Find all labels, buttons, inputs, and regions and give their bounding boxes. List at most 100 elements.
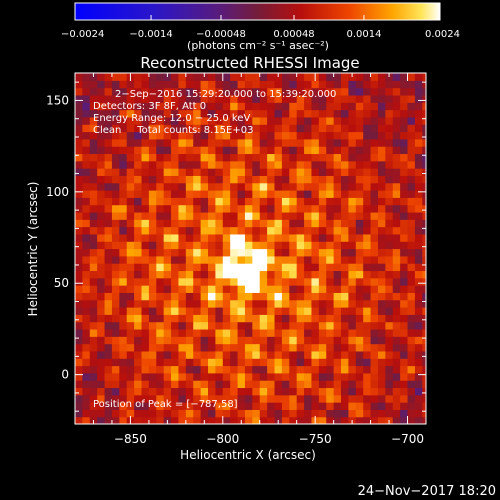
heatmap-cell: [289, 241, 298, 250]
heatmap-cell: [355, 73, 364, 81]
heatmap-cell: [178, 219, 187, 228]
heatmap-cell: [274, 402, 283, 410]
heatmap-cell: [163, 248, 172, 257]
heatmap-cell: [414, 255, 423, 264]
heatmap-cell: [296, 285, 305, 293]
heatmap-cell: [134, 138, 143, 147]
heatmap-cell: [296, 321, 305, 330]
heatmap-cell: [119, 350, 128, 359]
heatmap-cell: [200, 372, 209, 381]
heatmap-cell: [237, 402, 246, 410]
heatmap-cell: [89, 138, 98, 147]
heatmap-cell: [304, 387, 313, 396]
heatmap-cell: [363, 204, 372, 213]
heatmap-cell: [281, 226, 290, 235]
heatmap-cell: [370, 350, 379, 359]
heatmap-cell: [333, 73, 342, 81]
heatmap-cell: [400, 285, 409, 293]
heatmap-cell: [111, 226, 120, 235]
heatmap-cell: [215, 87, 224, 96]
heatmap-cell: [200, 387, 209, 396]
heatmap-cell: [141, 124, 150, 133]
heatmap-cell: [97, 277, 106, 286]
heatmap-cell: [281, 131, 290, 140]
heatmap-cell: [215, 380, 224, 389]
heatmap-cell: [134, 219, 143, 228]
heatmap-cell: [304, 190, 313, 198]
heatmap-cell: [341, 277, 350, 286]
heatmap-cell: [126, 336, 135, 345]
heatmap-cell: [89, 102, 98, 111]
colorbar-unit-label: (photons cm⁻² s⁻¹ asec⁻²): [187, 39, 329, 52]
heatmap-cell: [370, 233, 379, 242]
heatmap-cell: [215, 387, 224, 396]
heatmap-cell: [230, 380, 239, 389]
heatmap-cell: [304, 160, 313, 169]
heatmap-cell: [281, 116, 290, 125]
heatmap-cell: [126, 190, 135, 198]
heatmap-cell: [267, 211, 276, 220]
heatmap-cell: [289, 204, 298, 213]
heatmap-cell: [392, 138, 401, 147]
heatmap-cell: [222, 343, 231, 352]
heatmap-cell: [400, 80, 409, 89]
heatmap-cell: [363, 153, 372, 162]
heatmap-cell: [392, 116, 401, 125]
heatmap-cell: [385, 138, 394, 147]
heatmap-cell: [407, 336, 416, 345]
annotation-energy-range: Energy Range: 12.0 − 25.0 keV: [93, 113, 250, 124]
heatmap-cell: [222, 248, 231, 257]
heatmap-cell: [237, 124, 246, 133]
heatmap-cell: [333, 358, 342, 367]
heatmap-cell: [89, 131, 98, 140]
heatmap-cell: [363, 372, 372, 381]
heatmap-cell: [252, 307, 261, 315]
heatmap-cell: [215, 233, 224, 242]
heatmap-cell: [326, 211, 335, 220]
heatmap-cell: [104, 263, 113, 272]
heatmap-cell: [296, 197, 305, 206]
heatmap-cell: [215, 160, 224, 169]
heatmap-cell: [318, 402, 327, 410]
heatmap-cell: [400, 255, 409, 264]
heatmap-cell: [304, 241, 313, 250]
heatmap-cell: [230, 131, 239, 140]
heatmap-cell: [267, 358, 276, 367]
heatmap-cell: [97, 87, 106, 96]
heatmap-cell: [111, 372, 120, 381]
heatmap-cell: [289, 307, 298, 315]
heatmap-cell: [75, 372, 83, 381]
heatmap-cells: [75, 73, 426, 424]
heatmap-cell: [259, 402, 268, 410]
heatmap-cell: [281, 190, 290, 198]
heatmap-cell: [148, 233, 157, 242]
heatmap-cell: [274, 233, 283, 242]
heatmap-cell: [392, 248, 401, 257]
heatmap-cell: [97, 263, 106, 272]
heatmap-cell: [400, 160, 409, 169]
heatmap-cell: [230, 358, 239, 367]
heatmap-cell: [89, 270, 98, 279]
heatmap-cell: [222, 241, 231, 250]
heatmap-cell: [230, 153, 239, 162]
heatmap-cell: [193, 365, 202, 374]
heatmap-cell: [370, 255, 379, 264]
heatmap-cell: [200, 358, 209, 367]
heatmap-cell: [193, 372, 202, 381]
heatmap-cell: [141, 285, 150, 293]
heatmap-cell: [75, 248, 83, 257]
heatmap-cell: [377, 94, 386, 103]
heatmap-cell: [230, 314, 239, 323]
heatmap-cell: [126, 219, 135, 228]
heatmap-cell: [230, 204, 239, 213]
heatmap-cell: [400, 402, 409, 410]
heatmap-cell: [392, 182, 401, 191]
heatmap-cell: [407, 138, 416, 147]
heatmap-cell: [185, 219, 194, 228]
heatmap-cell: [296, 131, 305, 140]
heatmap-cell: [163, 175, 172, 184]
heatmap-cell: [193, 87, 202, 96]
heatmap-cell: [163, 299, 172, 308]
heatmap-cell: [252, 321, 261, 330]
heatmap-cell: [348, 409, 357, 418]
